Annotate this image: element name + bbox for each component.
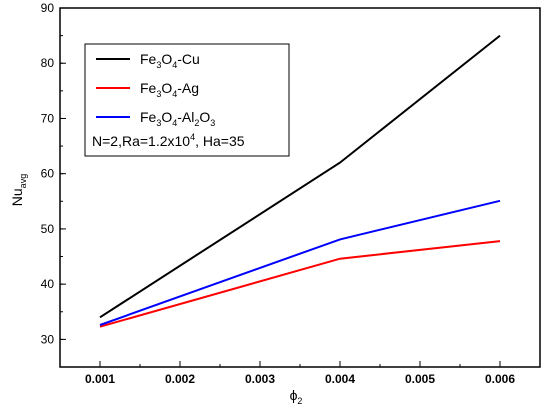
- y-tick-label: 30: [41, 332, 55, 346]
- x-tick-label: 0.003: [245, 372, 275, 386]
- series-line-fe3o4-ag: [99, 240, 501, 328]
- svg-text:Nuavg: Nuavg: [9, 174, 28, 206]
- legend-label: Fe3O4-Ag: [140, 80, 199, 99]
- y-tick-label: 60: [41, 167, 55, 181]
- series-line-fe3o4-cu: [99, 34, 501, 319]
- legend-label: Fe3O4-Al2O3: [140, 109, 215, 128]
- legend-entries: Fe3O4-Cu Fe3O4-Ag Fe3O4-Al2O3: [96, 51, 215, 128]
- y-tick-label: 90: [41, 1, 55, 15]
- x-tick-label: 0.006: [485, 372, 515, 386]
- x-axis-ticks: 0.001 0.002 0.003 0.004 0.005 0.006: [59, 361, 541, 386]
- x-tick-label: 0.005: [405, 372, 435, 386]
- series-line-fe3o4-al2o3: [99, 199, 501, 326]
- y-tick-label: 50: [41, 222, 55, 236]
- legend-annotation: N=2,Ra=1.2x104, Ha=35: [92, 132, 245, 149]
- series-lines: [99, 34, 501, 328]
- y-axis-title: Nuavg: [9, 174, 28, 206]
- y-tick-label: 40: [41, 277, 55, 291]
- x-tick-label: 0.004: [325, 372, 355, 386]
- legend-label: Fe3O4-Cu: [140, 51, 200, 70]
- legend: Fe3O4-Cu Fe3O4-Ag Fe3O4-Al2O3 N=2,Ra=1.2x1…: [84, 43, 290, 157]
- y-tick-label: 80: [41, 56, 55, 70]
- y-tick-label: 70: [41, 111, 55, 125]
- y-axis-ticks: 30 40 50 60 70 80 90: [41, 1, 66, 368]
- x-axis-title: ϕ2: [290, 387, 303, 406]
- legend-box: [84, 43, 290, 157]
- x-tick-label: 0.001: [85, 372, 115, 386]
- x-tick-label: 0.002: [165, 372, 195, 386]
